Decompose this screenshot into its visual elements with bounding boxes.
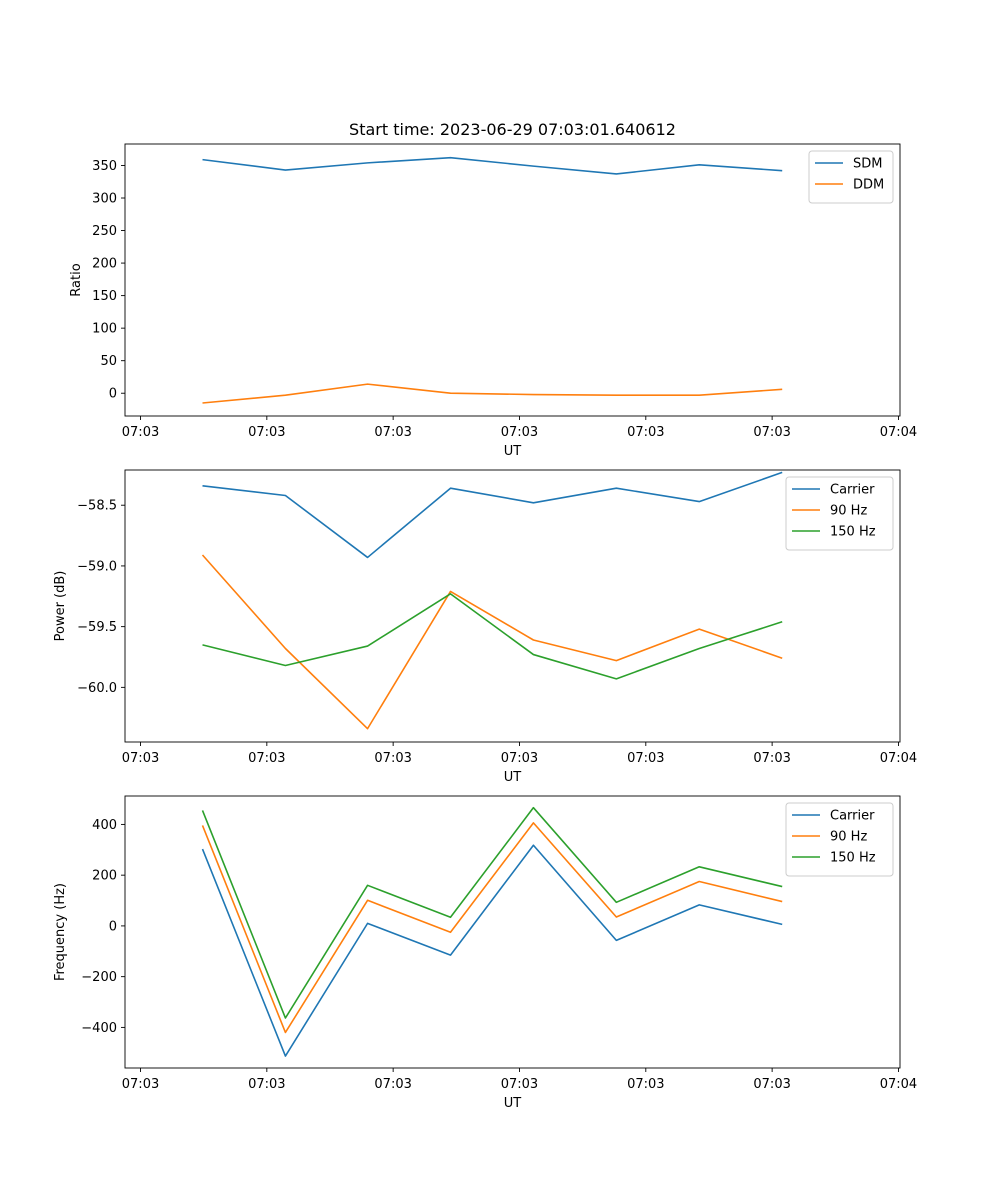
subplot-2: 07:03 07:03 07:03 07:03 07:03 07:03 07:04 −58.5… xyxy=(53,469,917,785)
y-axis-label: Power (dB) xyxy=(53,571,68,642)
x-tick-label: 07:03 xyxy=(501,1077,538,1092)
y-tick-label: 250 xyxy=(92,224,117,239)
x-axis-label: UT xyxy=(504,770,522,785)
x-tick-label: 07:03 xyxy=(374,751,411,766)
subplot-3: 07:03 07:03 07:03 07:03 07:03 07:03 07:04−400−… xyxy=(53,795,917,1111)
legend: Carrier 90 Hz 150 Hz xyxy=(785,476,894,551)
series-lines xyxy=(202,156,783,404)
legend-label: SDM xyxy=(853,157,882,172)
x-tick-label: 07:03 xyxy=(374,1077,411,1092)
subplot-1: Start time: 2023-06-29 07:03:01.640612 07… xyxy=(69,120,917,459)
y-tick-label: −400 xyxy=(81,1021,117,1036)
y-tick-label: 0 xyxy=(109,919,117,934)
axes-frame xyxy=(124,795,901,1069)
legend-label: 150 Hz xyxy=(830,851,876,866)
legend: Carrier 90 Hz 150 Hz xyxy=(785,802,894,877)
legend-label: 90 Hz xyxy=(830,504,867,519)
x-tick-label: 07:03 xyxy=(627,425,664,440)
y-axis-ticks: −58.5 −59.0 −59.5 −60.0 xyxy=(77,499,125,696)
y-tick-label: 200 xyxy=(92,869,117,884)
series-line-carrier xyxy=(201,844,783,1057)
legend: SDM DDM xyxy=(808,150,894,204)
y-axis-ticks: −400 −200 0 200 400 xyxy=(81,818,125,1036)
x-axis-ticks: 07:03 07:03 07:03 07:03 07:03 07:03 07:04 xyxy=(122,416,917,440)
series-lines xyxy=(201,471,783,730)
x-tick-label: 07:04 xyxy=(880,1077,917,1092)
series-line-150-hz xyxy=(201,806,783,1019)
x-axis-ticks: 07:03 07:03 07:03 07:03 07:03 07:03 07:04 xyxy=(122,742,917,766)
y-tick-label: 0 xyxy=(109,387,117,402)
series-line-carrier xyxy=(202,471,783,559)
x-tick-label: 07:03 xyxy=(248,1077,285,1092)
series-line-sdm xyxy=(202,156,783,175)
x-tick-label: 07:03 xyxy=(122,751,159,766)
series-line-90-hz xyxy=(201,822,783,1034)
x-axis-label: UT xyxy=(504,1096,522,1111)
y-axis-ticks: 0 50 100 150 200 250 300 350 xyxy=(92,159,125,402)
x-axis-ticks: 07:03 07:03 07:03 07:03 07:03 07:03 07:04 xyxy=(122,1068,917,1092)
x-tick-label: 07:03 xyxy=(501,751,538,766)
y-tick-label: −60.0 xyxy=(77,681,117,696)
y-tick-label: 400 xyxy=(92,818,117,833)
y-tick-label: 150 xyxy=(92,289,117,304)
x-axis-label: UT xyxy=(504,444,522,459)
y-tick-label: 300 xyxy=(92,192,117,207)
chart-title: Start time: 2023-06-29 07:03:01.640612 xyxy=(349,120,676,139)
y-axis-label: Ratio xyxy=(69,263,84,296)
axes-frame xyxy=(124,469,901,743)
y-tick-label: 100 xyxy=(92,322,117,337)
legend-label: Carrier xyxy=(830,809,875,824)
x-tick-label: 07:03 xyxy=(753,425,790,440)
x-tick-label: 07:03 xyxy=(374,425,411,440)
legend-label: 90 Hz xyxy=(830,830,867,845)
x-tick-label: 07:03 xyxy=(753,1077,790,1092)
x-tick-label: 07:03 xyxy=(627,751,664,766)
x-tick-label: 07:04 xyxy=(880,425,917,440)
series-line-150-hz xyxy=(202,593,783,680)
x-tick-label: 07:03 xyxy=(122,425,159,440)
x-tick-label: 07:04 xyxy=(880,751,917,766)
x-tick-label: 07:03 xyxy=(753,751,790,766)
legend-box xyxy=(808,150,894,204)
legend-label: DDM xyxy=(853,178,884,193)
x-tick-label: 07:03 xyxy=(248,425,285,440)
x-tick-label: 07:03 xyxy=(248,751,285,766)
y-tick-label: 350 xyxy=(92,159,117,174)
x-tick-label: 07:03 xyxy=(122,1077,159,1092)
x-tick-label: 07:03 xyxy=(501,425,538,440)
y-tick-label: −59.0 xyxy=(77,559,117,574)
axes-frame xyxy=(124,143,901,417)
y-tick-label: −59.5 xyxy=(77,620,117,635)
y-tick-label: 50 xyxy=(100,354,117,369)
series-lines xyxy=(201,806,783,1057)
y-tick-label: −200 xyxy=(81,970,117,985)
y-tick-label: −58.5 xyxy=(77,499,117,514)
subplots: Start time: 2023-06-29 07:03:01.640612 07… xyxy=(53,120,917,1111)
legend-label: Carrier xyxy=(830,483,875,498)
y-tick-label: 200 xyxy=(92,257,117,272)
legend-label: 150 Hz xyxy=(830,525,876,540)
series-line-ddm xyxy=(202,383,783,404)
y-axis-label: Frequency (Hz) xyxy=(53,883,68,981)
x-tick-label: 07:03 xyxy=(627,1077,664,1092)
